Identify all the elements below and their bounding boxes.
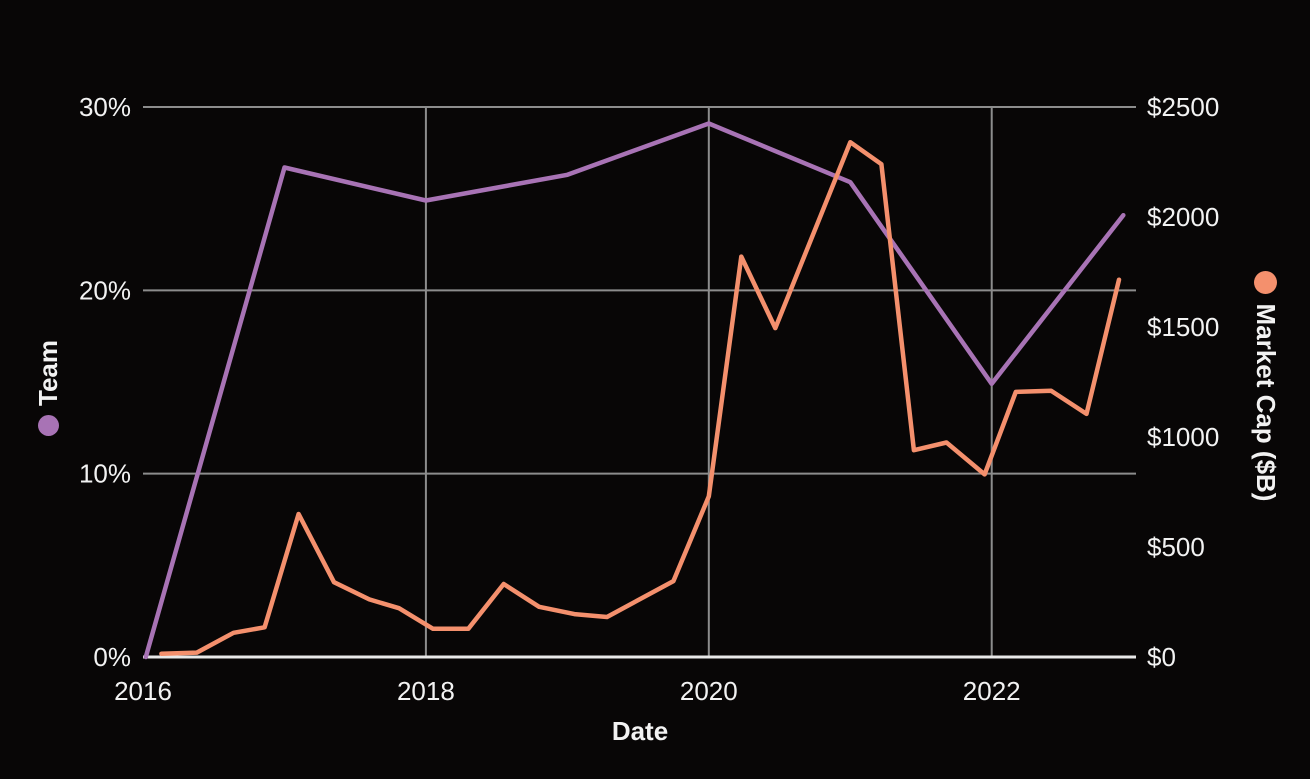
y-right-tick-label: $0 [1147,642,1176,672]
y-right-tick-label: $1500 [1147,312,1219,342]
y-right-tick-label: $1000 [1147,422,1219,452]
y-right-tick-label: $2000 [1147,202,1219,232]
x-tick-label: 2020 [680,676,738,706]
right-axis-title: Market Cap ($B) [1249,251,1283,521]
y-left-tick-label: 20% [79,275,131,305]
x-tick-label: 2018 [397,676,455,706]
y-right-tick-label: $2500 [1147,92,1219,122]
series-line-team [143,121,1126,660]
y-left-tick-label: 10% [79,459,131,489]
y-right-tick-label: $500 [1147,532,1205,562]
team-series-dot-icon [37,415,59,436]
left-axis-title: Team [32,313,64,463]
y-left-tick-label: 30% [79,92,131,122]
x-tick-label: 2016 [114,676,172,706]
x-tick-label: 2022 [963,676,1021,706]
left-axis-label: Team [32,340,63,406]
series-line-market-cap-b [159,139,1122,656]
y-left-tick-label: 0% [93,642,131,672]
x-axis-title: Date [611,716,669,746]
right-axis-label: Market Cap ($B) [1251,303,1282,502]
market-cap-series-dot-icon [1254,270,1278,294]
